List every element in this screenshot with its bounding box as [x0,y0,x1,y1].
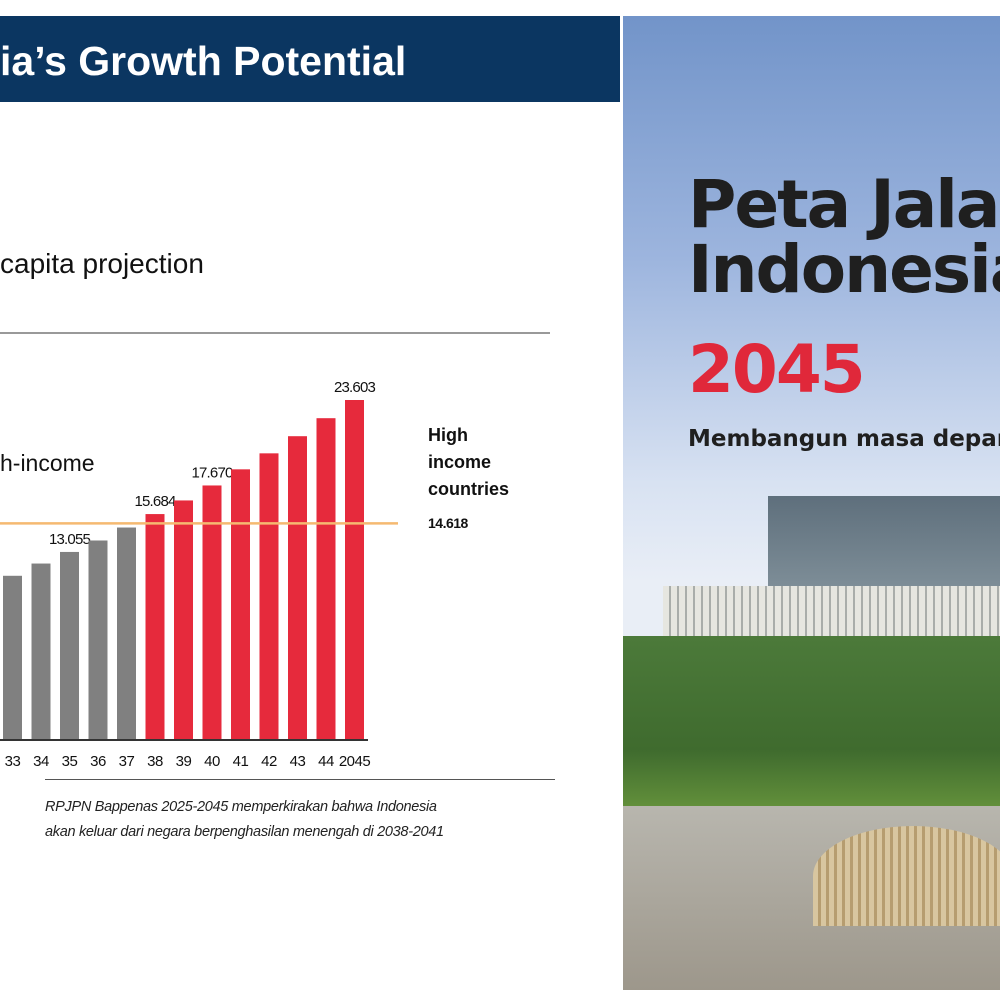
bar-36 [88,540,108,740]
x-tick-label: 37 [119,753,135,770]
x-tick-label: 38 [147,753,163,770]
threshold-label-line: countries [428,479,510,499]
data-label: 13.055 [49,531,91,548]
x-tick-label: 44 [318,753,334,770]
bar-42 [259,453,279,740]
pavilion [813,826,1000,926]
x-tick-label: 33 [5,753,21,770]
x-tick-label: 39 [176,753,192,770]
data-label: 17.670 [191,464,233,481]
bar-37 [117,527,136,740]
x-tick-label: 2045 [339,753,371,770]
threshold-label-line: income [428,452,492,472]
chart-subtitle: capita projection [0,248,204,279]
bar-39 [174,500,193,740]
cover-tagline: Membangun masa depan [688,426,1000,452]
threshold-label: High income countries [428,422,509,503]
building [768,496,1000,586]
slide-title: ia’s Growth Potential [0,38,407,84]
threshold-label-line: High [428,425,468,445]
x-tick-label: 40 [204,753,220,770]
x-tick-label: 43 [290,753,306,770]
cover-title-line: Peta Jala [688,166,1000,243]
divider [0,332,550,334]
bar-34 [31,563,51,740]
x-tick-label: 41 [233,753,249,770]
threshold-value: 14.618 [428,515,468,531]
cover-title-line: Indonesia [688,231,1000,308]
x-tick-label: 34 [33,753,49,770]
bar-38 [145,514,165,740]
data-label: 15.684 [134,493,176,510]
footnote-line: RPJPN Bappenas 2025-2045 memperkirakan b… [45,799,437,815]
bar-chart: 33 34 35 13.055 36 37 38 15.684 39 40 17.670 41 42 43… [0,379,398,770]
bar-33 [3,575,22,740]
x-tick-label: 42 [261,753,277,770]
data-label: 23.603 [334,379,376,396]
cover-year: 2045 [688,331,866,408]
bar-43 [288,436,307,740]
bar-44 [316,418,336,740]
x-tick-label: 35 [62,753,78,770]
footnote: RPJPN Bappenas 2025-2045 memperkirakan b… [45,795,444,845]
bar-41 [231,469,250,740]
cover-image: Peta Jala Indonesia 2045 Membangun masa … [623,16,1000,990]
trees [623,636,1000,826]
footnote-divider [45,779,555,780]
bar-2045 [345,400,364,740]
bar-35 [60,551,79,740]
x-tick-label: 36 [90,753,106,770]
bar-40 [202,485,222,740]
header-bar: ia’s Growth Potential [0,16,620,102]
income-label: h-income [0,450,95,476]
hall [663,586,1000,641]
footnote-line: akan keluar dari negara berpenghasilan m… [45,824,444,840]
